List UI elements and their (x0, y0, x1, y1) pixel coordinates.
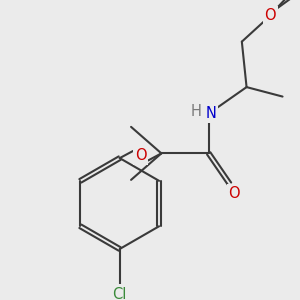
Text: Cl: Cl (112, 287, 127, 300)
Text: N: N (206, 106, 217, 121)
Text: O: O (264, 8, 276, 22)
Text: H: H (191, 104, 202, 119)
Text: O: O (135, 148, 146, 163)
Text: O: O (228, 186, 240, 201)
